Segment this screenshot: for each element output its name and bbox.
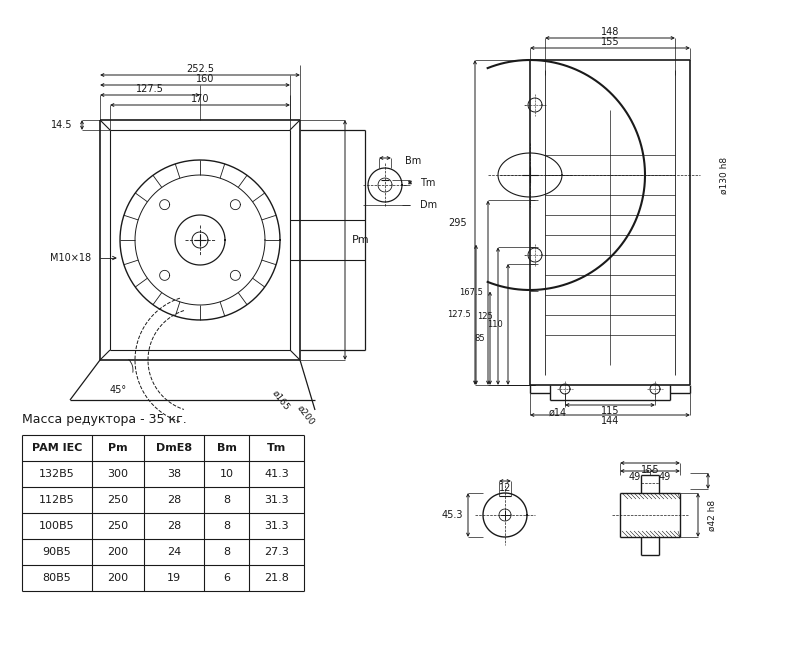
Text: 38: 38: [167, 469, 181, 479]
Text: 167.5: 167.5: [459, 288, 483, 297]
Text: 80B5: 80B5: [42, 573, 71, 583]
Text: 10: 10: [219, 469, 234, 479]
Text: 8: 8: [223, 547, 230, 557]
Text: 170: 170: [190, 94, 210, 104]
Text: 155: 155: [641, 465, 659, 475]
Text: 127.5: 127.5: [136, 84, 164, 94]
Text: 12: 12: [499, 483, 511, 493]
Text: 85: 85: [474, 334, 485, 342]
Text: DmE8: DmE8: [156, 443, 192, 453]
Text: 250: 250: [107, 521, 129, 531]
Text: 144: 144: [601, 416, 619, 426]
Text: 200: 200: [107, 547, 129, 557]
Text: Bm: Bm: [405, 156, 422, 166]
Text: Масса редуктора - 35 кг.: Масса редуктора - 35 кг.: [22, 413, 186, 426]
Text: 300: 300: [107, 469, 129, 479]
Text: 41.3: 41.3: [264, 469, 289, 479]
Text: 24: 24: [167, 547, 181, 557]
Text: Pm: Pm: [108, 443, 128, 453]
Text: 250: 250: [107, 495, 129, 505]
Text: 148: 148: [601, 27, 619, 37]
Text: 252.5: 252.5: [186, 64, 214, 74]
Text: 8: 8: [223, 521, 230, 531]
Text: ø42 h8: ø42 h8: [708, 499, 717, 531]
Text: 45°: 45°: [110, 385, 126, 395]
Text: 28: 28: [167, 521, 181, 531]
Text: 200: 200: [107, 573, 129, 583]
Text: 100B5: 100B5: [39, 521, 75, 531]
Text: 110: 110: [487, 320, 503, 329]
Text: ø130 h8: ø130 h8: [720, 156, 729, 194]
Text: Pm: Pm: [352, 235, 370, 245]
Text: 155: 155: [601, 37, 619, 47]
Text: 8: 8: [223, 495, 230, 505]
Text: 115: 115: [601, 406, 619, 416]
Text: Dm: Dm: [420, 200, 437, 210]
Text: Tm: Tm: [267, 443, 286, 453]
Text: 6: 6: [223, 573, 230, 583]
Text: ø165: ø165: [270, 388, 291, 412]
Text: 295: 295: [448, 218, 467, 228]
Text: Bm: Bm: [217, 443, 237, 453]
Text: 28: 28: [167, 495, 181, 505]
Text: 27.3: 27.3: [264, 547, 289, 557]
Text: 132B5: 132B5: [39, 469, 75, 479]
Text: 31.3: 31.3: [264, 521, 289, 531]
Text: 125: 125: [478, 312, 493, 321]
Text: 160: 160: [196, 74, 214, 84]
Text: 49: 49: [629, 472, 641, 482]
Text: PAM IEC: PAM IEC: [32, 443, 82, 453]
Text: 112B5: 112B5: [39, 495, 75, 505]
Text: Tm: Tm: [420, 178, 435, 188]
Text: M10×18: M10×18: [50, 253, 91, 263]
Text: 49: 49: [659, 472, 671, 482]
Text: 21.8: 21.8: [264, 573, 289, 583]
Text: ø200: ø200: [295, 403, 316, 426]
Text: 31.3: 31.3: [264, 495, 289, 505]
Text: 19: 19: [167, 573, 181, 583]
Text: 90B5: 90B5: [42, 547, 71, 557]
Text: 14.5: 14.5: [50, 120, 72, 130]
Text: 127.5: 127.5: [447, 310, 471, 319]
Text: ø14: ø14: [549, 408, 567, 418]
Text: 45.3: 45.3: [442, 510, 463, 520]
